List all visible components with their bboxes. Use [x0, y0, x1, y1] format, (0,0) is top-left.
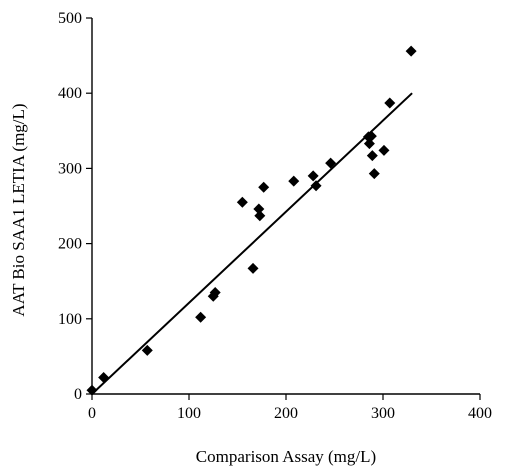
data-point: [378, 144, 390, 156]
data-point: [365, 130, 377, 142]
data-point: [325, 157, 337, 169]
y-axis-title: AAT Bio SAA1 LETIA (mg/L): [9, 103, 28, 316]
y-tick-label: 500: [58, 10, 82, 27]
y-tick-label: 400: [58, 85, 82, 102]
data-point: [405, 45, 417, 57]
x-tick-label: 200: [274, 405, 298, 422]
data-points: [86, 45, 417, 396]
axis-ticks: 0 100 200 300 400 500 0 100 200 300 400: [58, 10, 492, 422]
data-point: [253, 203, 265, 215]
y-tick-label: 300: [58, 160, 82, 177]
data-point: [307, 170, 319, 182]
y-tick-label: 0: [74, 386, 82, 403]
data-point: [254, 210, 266, 222]
data-point: [98, 371, 110, 383]
data-point: [363, 138, 375, 150]
data-point: [209, 286, 221, 298]
data-point: [288, 175, 300, 187]
y-tick-label: 100: [58, 311, 82, 328]
y-tick-label: 200: [58, 236, 82, 253]
data-point: [258, 181, 270, 193]
x-tick-label: 400: [468, 405, 492, 422]
x-axis-title: Comparison Assay (mg/L): [196, 447, 376, 466]
x-tick-label: 100: [177, 405, 201, 422]
trendline: [91, 92, 413, 395]
data-point: [236, 196, 248, 208]
data-point: [86, 384, 98, 396]
x-tick-label: 300: [371, 405, 395, 422]
data-point: [310, 180, 322, 192]
trendline-group: [91, 92, 413, 395]
data-point: [384, 97, 396, 109]
data-point: [247, 262, 259, 274]
data-point: [141, 344, 153, 356]
data-point: [195, 311, 207, 323]
axes: [91, 18, 480, 395]
data-point: [368, 168, 380, 180]
x-tick-label: 0: [88, 405, 96, 422]
data-point: [366, 150, 378, 162]
